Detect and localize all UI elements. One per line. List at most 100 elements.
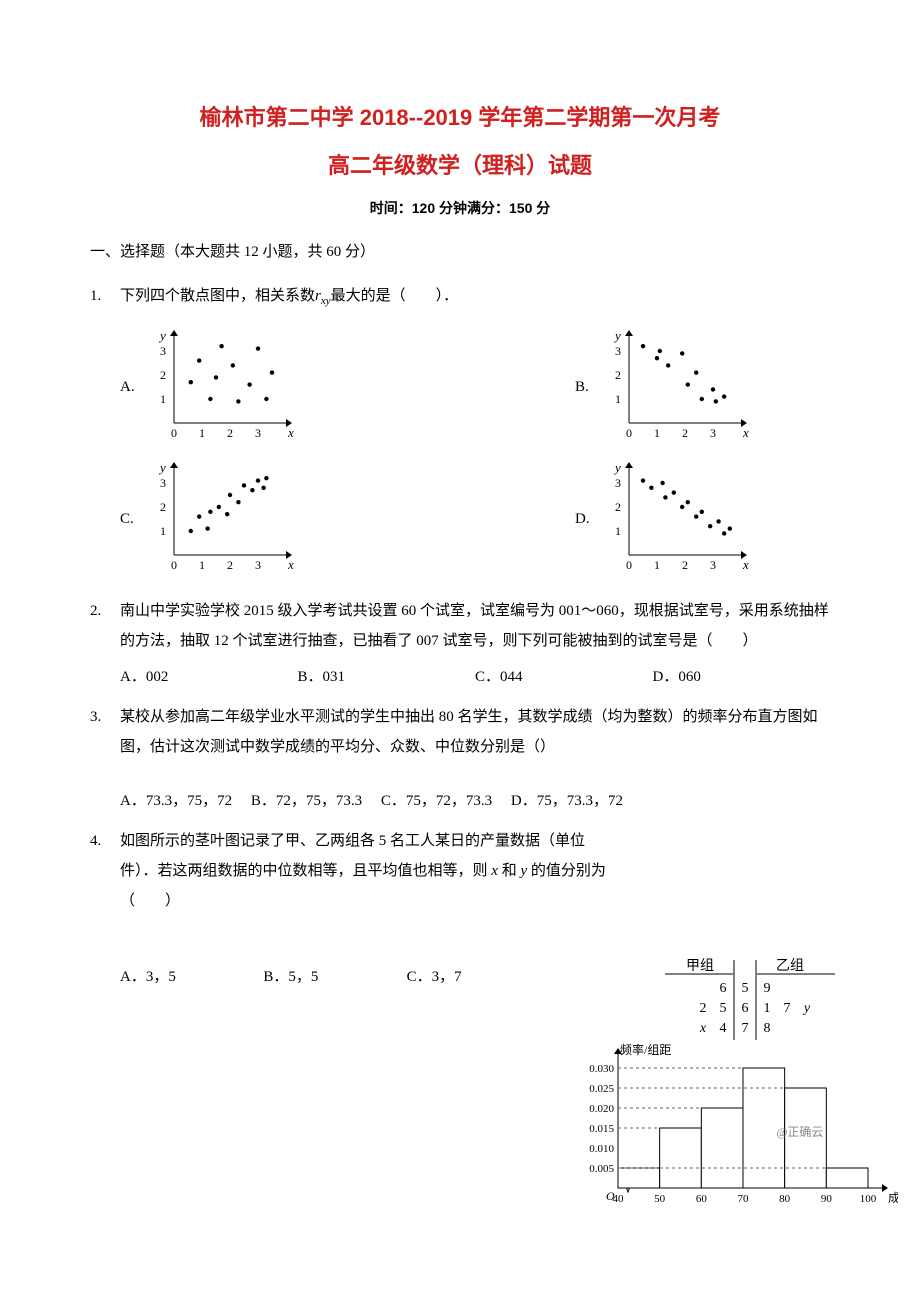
svg-text:60: 60: [696, 1193, 708, 1205]
svg-text:6: 6: [720, 981, 727, 996]
svg-text:0.005: 0.005: [589, 1163, 614, 1175]
svg-text:0: 0: [626, 558, 632, 572]
svg-text:3: 3: [710, 558, 716, 572]
q3-text: 某校从参加高二年级学业水平测试的学生中抽出 80 名学生，其数学成绩（均为整数）…: [120, 702, 830, 762]
svg-text:100: 100: [860, 1193, 877, 1205]
question-1: 1. 下列四个散点图中，相关系数rxy最大的是（ ）．: [90, 281, 830, 312]
q4-opt-c: C．3，7: [407, 962, 550, 992]
histogram-figure: 频率/组距O0.0050.0100.0150.0200.0250.0304050…: [568, 1042, 898, 1212]
svg-text:x: x: [742, 425, 749, 440]
svg-text:8: 8: [764, 1021, 771, 1036]
svg-text:1: 1: [615, 392, 621, 406]
q1-scatter-grid: A. 0123123xy B. 0123123xy C. 0123123xy D…: [120, 322, 830, 586]
svg-text:x: x: [287, 425, 294, 440]
q1-opt-a-label: A.: [120, 379, 144, 396]
svg-text:甲组: 甲组: [686, 958, 714, 974]
q1-opt-b-label: B.: [575, 379, 599, 396]
svg-text:y: y: [158, 328, 166, 343]
q3-opt-b: B．72，75，73.3: [251, 793, 362, 809]
svg-text:0: 0: [171, 558, 177, 572]
svg-text:80: 80: [779, 1193, 791, 1205]
q1-opt-d-label: D.: [575, 511, 599, 528]
svg-text:1: 1: [160, 392, 166, 406]
svg-text:成绩/分: 成绩/分: [888, 1191, 898, 1205]
exam-meta: 时间：120 分钟满分：150 分: [90, 198, 830, 218]
q4-text-mid: 和: [498, 863, 521, 879]
q1-scatter-d: 0123123xy: [599, 460, 749, 580]
svg-text:3: 3: [255, 426, 261, 440]
q3-opt-d: D．75，73.3，72: [511, 793, 623, 809]
q1-scatter-b: 0123123xy: [599, 328, 749, 448]
q3-opt-a: A．73.3，75，72: [120, 793, 232, 809]
q3-options: A．73.3，75，72 B．72，75，73.3 C．75，72，73.3 D…: [120, 786, 830, 816]
svg-text:0.010: 0.010: [589, 1143, 614, 1155]
svg-text:y: y: [613, 328, 621, 343]
svg-text:0: 0: [171, 426, 177, 440]
svg-text:3: 3: [160, 476, 166, 490]
q1-number: 1.: [90, 281, 120, 312]
svg-text:0.020: 0.020: [589, 1103, 614, 1115]
question-3: 3. 某校从参加高二年级学业水平测试的学生中抽出 80 名学生，其数学成绩（均为…: [90, 702, 830, 816]
q4-opt-a: A．3，5: [120, 962, 263, 992]
svg-text:90: 90: [821, 1193, 833, 1205]
svg-text:7: 7: [784, 1001, 791, 1016]
svg-text:2: 2: [700, 1001, 707, 1016]
svg-text:2: 2: [615, 368, 621, 382]
q3-number: 3.: [90, 702, 120, 816]
svg-text:频率/组距: 频率/组距: [620, 1042, 671, 1057]
q1-text-b: 最大的是（ ）．: [331, 288, 459, 304]
q2-opt-b: B．031: [298, 662, 476, 692]
q1-text-a: 下列四个散点图中，相关系数: [120, 288, 315, 304]
svg-text:7: 7: [742, 1021, 749, 1036]
svg-text:2: 2: [682, 426, 688, 440]
svg-text:3: 3: [160, 344, 166, 358]
q4-text: 如图所示的茎叶图记录了甲、乙两组各 5 名工人某日的产量数据（单位 件）．若这两…: [120, 826, 830, 916]
svg-text:2: 2: [682, 558, 688, 572]
svg-text:4: 4: [720, 1021, 727, 1036]
svg-text:1: 1: [764, 1001, 771, 1016]
exam-title-line2: 高二年级数学（理科）试题: [90, 148, 830, 180]
svg-text:y: y: [802, 1001, 811, 1016]
stem-leaf-figure: 甲组乙组56962517y7x48: [630, 956, 840, 1046]
svg-text:1: 1: [654, 558, 660, 572]
q2-options: A．002 B．031 C．044 D．060: [120, 662, 830, 692]
svg-text:1: 1: [199, 426, 205, 440]
exam-title-line1: 榆林市第二中学 2018--2019 学年第二学期第一次月考: [90, 100, 830, 132]
q2-opt-a: A．002: [120, 662, 298, 692]
svg-text:2: 2: [227, 558, 233, 572]
svg-text:3: 3: [710, 426, 716, 440]
svg-text:@正确云: @正确云: [776, 1125, 823, 1139]
q4-options: A．3，5 B．5，5 C．3，7: [120, 962, 550, 992]
q2-opt-d: D．060: [653, 662, 831, 692]
svg-text:1: 1: [654, 426, 660, 440]
svg-text:2: 2: [227, 426, 233, 440]
svg-text:3: 3: [255, 558, 261, 572]
q3-opt-c: C．75，72，73.3: [381, 793, 492, 809]
svg-text:x: x: [287, 557, 294, 572]
svg-text:1: 1: [199, 558, 205, 572]
q4-x: x: [491, 863, 498, 879]
svg-text:5: 5: [742, 981, 749, 996]
svg-text:x: x: [699, 1021, 707, 1036]
svg-text:0.025: 0.025: [589, 1083, 614, 1095]
svg-text:1: 1: [160, 524, 166, 538]
svg-text:0.015: 0.015: [589, 1123, 614, 1135]
svg-text:50: 50: [654, 1193, 666, 1205]
section-1-intro: 一、选择题（本大题共 12 小题，共 60 分）: [90, 238, 830, 267]
svg-text:2: 2: [160, 368, 166, 382]
svg-text:0.030: 0.030: [589, 1063, 614, 1075]
svg-text:y: y: [158, 460, 166, 475]
q4-opt-b: B．5，5: [263, 962, 406, 992]
svg-text:2: 2: [160, 500, 166, 514]
q1-text: 下列四个散点图中，相关系数rxy最大的是（ ）．: [120, 281, 830, 312]
q4-number: 4.: [90, 826, 120, 992]
svg-text:70: 70: [738, 1193, 750, 1205]
svg-text:3: 3: [615, 344, 621, 358]
q2-number: 2.: [90, 596, 120, 692]
svg-text:y: y: [613, 460, 621, 475]
svg-text:40: 40: [613, 1193, 625, 1205]
q2-opt-c: C．044: [475, 662, 653, 692]
q1-scatter-a: 0 1 2 3 1 2 3 x y: [144, 328, 294, 448]
svg-text:3: 3: [615, 476, 621, 490]
svg-text:9: 9: [764, 981, 771, 996]
